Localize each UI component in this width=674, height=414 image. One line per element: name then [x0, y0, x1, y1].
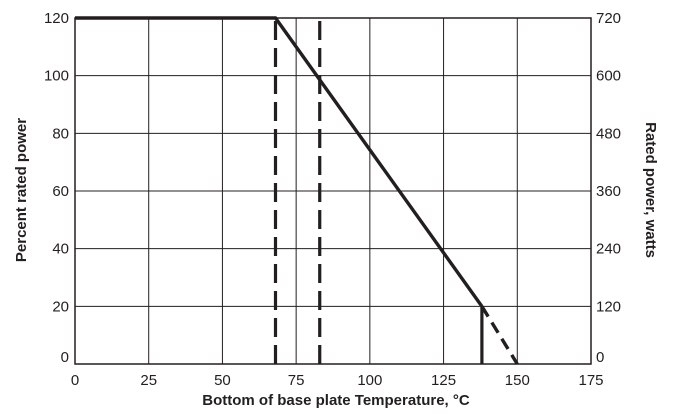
- x-tick-label: 100: [357, 372, 382, 389]
- x-tick-label: 150: [505, 372, 530, 389]
- y-axis-ticks: 0 20 40 60 80 100 120: [44, 10, 69, 366]
- x-axis-title: Bottom of base plate Temperature, °C: [202, 392, 470, 409]
- x-tick-label: 25: [140, 372, 157, 389]
- grid: [75, 18, 591, 364]
- x-tick-label: 125: [431, 372, 456, 389]
- y-tick-label: 100: [44, 68, 69, 85]
- y2-axis-ticks: 0 120 240 360 480 600 720: [596, 10, 621, 366]
- x-tick-label: 175: [578, 372, 603, 389]
- plot-frame: [74, 17, 592, 365]
- y-axis-title: Percent rated power: [13, 118, 30, 262]
- y-tick-label: 40: [52, 241, 69, 258]
- y2-tick-label: 120: [596, 298, 621, 315]
- y-tick-label: 120: [44, 10, 69, 27]
- x-axis-ticks: 0 25 50 75 100 125 150 175: [71, 372, 604, 389]
- derating-extrapolation-line: [480, 305, 519, 365]
- x-tick-label: 0: [71, 372, 79, 389]
- y-tick-label: 60: [52, 183, 69, 200]
- y-tick-label: 20: [52, 298, 69, 315]
- y2-tick-label: 360: [596, 183, 621, 200]
- x-tick-label: 75: [288, 372, 305, 389]
- x-tick-label: 50: [214, 372, 231, 389]
- y2-axis-title: Rated power, watts: [642, 122, 659, 258]
- y-tick-label: 0: [61, 349, 69, 366]
- derating-curve: [75, 16, 484, 308]
- y2-tick-label: 0: [596, 349, 604, 366]
- y2-tick-label: 480: [596, 125, 621, 142]
- y2-tick-label: 240: [596, 241, 621, 258]
- y2-tick-label: 720: [596, 10, 621, 27]
- y-tick-label: 80: [52, 125, 69, 142]
- y2-tick-label: 600: [596, 68, 621, 85]
